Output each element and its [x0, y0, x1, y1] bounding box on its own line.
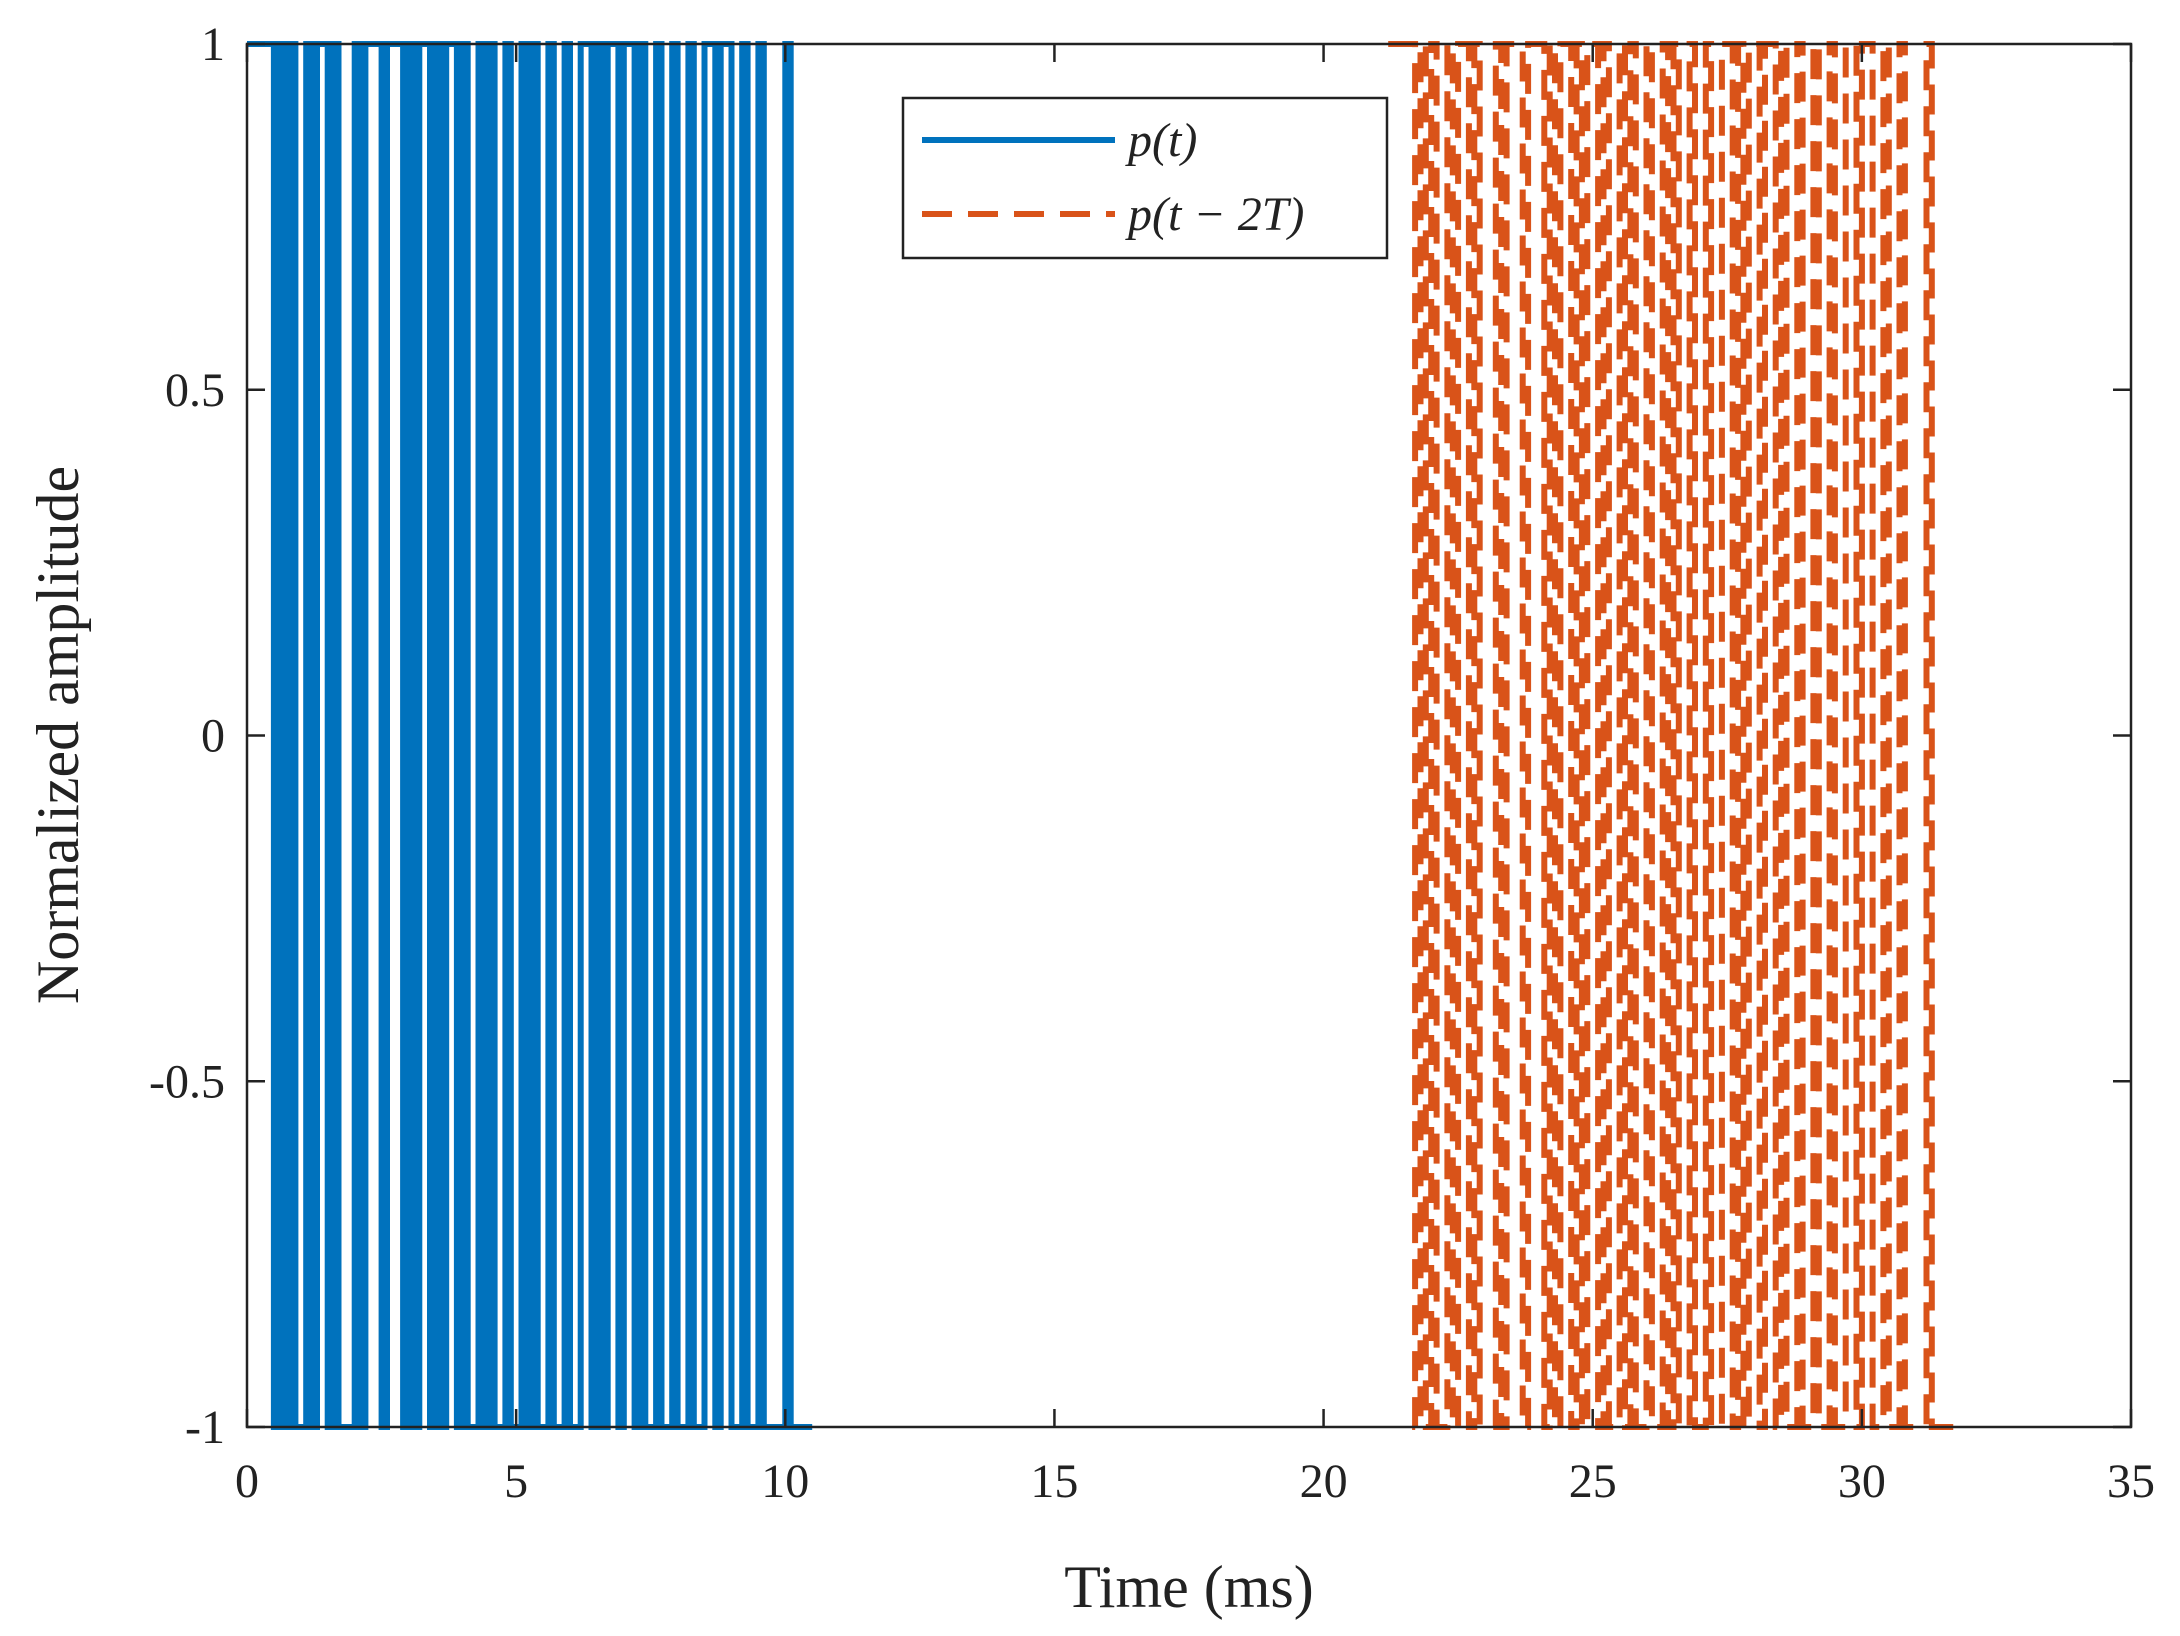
legend-label-p: p(t): [1125, 114, 1197, 167]
legend-box: [901, 96, 1389, 260]
x-tick-label: 35: [2107, 1455, 2155, 1508]
x-tick-label: 15: [1030, 1455, 1078, 1508]
x-tick-label: 10: [761, 1455, 809, 1508]
x-axis-label: Time (ms): [1064, 1554, 1314, 1620]
y-tick-label: -1: [185, 1401, 225, 1454]
tick-layer: 0 5 10 15 20 25 30 35 1 0.5 0 -0.5 -1: [149, 18, 2155, 1508]
x-tick-label: 0: [235, 1455, 259, 1508]
y-axis-label: Normalized amplitude: [25, 466, 91, 1004]
y-tick-label: -0.5: [149, 1055, 225, 1108]
legend: p(t) p(t − 2T): [901, 96, 1389, 260]
legend-label-p-delayed: p(t − 2T): [1125, 188, 1304, 241]
series-line-1: [1388, 41, 1954, 1430]
x-tick-label: 20: [1300, 1455, 1348, 1508]
y-tick-label: 1: [201, 18, 225, 71]
series-line-0: [247, 41, 813, 1430]
x-tick-label: 25: [1569, 1455, 1617, 1508]
y-tick-label: 0.5: [165, 364, 225, 417]
x-tick-label: 5: [504, 1455, 528, 1508]
x-tick-label: 30: [1838, 1455, 1886, 1508]
y-tick-label: 0: [201, 710, 225, 763]
